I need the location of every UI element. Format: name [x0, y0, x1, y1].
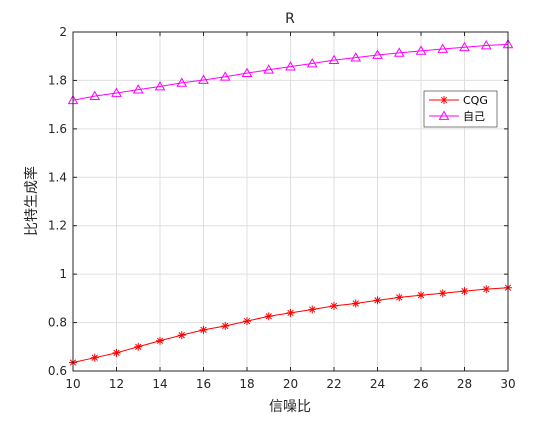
triangle-marker	[372, 49, 383, 59]
y-tick-label: 1.6	[48, 122, 67, 136]
x-tick-label: 22	[326, 377, 341, 391]
asterisk-stroke	[417, 292, 425, 299]
x-axis-title: 信噪比	[269, 399, 311, 415]
asterisk-stroke	[91, 354, 98, 361]
series-0	[69, 283, 512, 367]
asterisk-stroke	[243, 317, 251, 325]
triangle-marker	[459, 41, 470, 52]
asterisk-marker	[351, 299, 360, 308]
asterisk-stroke	[135, 343, 142, 350]
asterisk-marker	[330, 301, 338, 310]
x-tick-label: 24	[370, 377, 385, 391]
asterisk-marker	[286, 308, 295, 317]
triangle-marker	[285, 61, 296, 71]
asterisk-stroke	[330, 302, 338, 310]
asterisk-stroke	[113, 349, 120, 356]
tick-layer: 10 12 14 16 18 20 22 24 26 28 30 0.6 0.8 1 1.2 1.4 1.6 1.…	[48, 25, 516, 391]
x-tick-label: 20	[283, 377, 298, 391]
asterisk-marker	[199, 325, 208, 334]
legend-label: 自己	[463, 110, 485, 123]
triangle-marker	[263, 64, 275, 74]
triangle-marker	[393, 47, 405, 57]
asterisk-marker	[134, 342, 143, 351]
triangle-marker	[306, 57, 318, 68]
asterisk-marker	[440, 96, 448, 104]
y-tick-label: 0.8	[48, 316, 67, 330]
triangle-marker	[111, 87, 122, 97]
asterisk-stroke	[265, 313, 272, 320]
x-tick-label: 14	[152, 377, 167, 391]
asterisk-stroke	[440, 96, 448, 104]
asterisk-marker	[177, 331, 186, 340]
asterisk-stroke	[374, 297, 381, 304]
triangle-marker	[154, 80, 166, 91]
asterisk-stroke	[396, 294, 403, 301]
asterisk-marker	[221, 321, 230, 330]
asterisk-marker	[112, 348, 121, 357]
asterisk-marker	[482, 285, 491, 294]
asterisk-stroke	[439, 290, 446, 297]
x-tick-label: 16	[196, 377, 211, 391]
asterisk-marker	[90, 353, 99, 362]
triangle-marker	[132, 84, 144, 94]
asterisk-marker	[395, 293, 404, 302]
asterisk-marker	[438, 289, 447, 298]
triangle-marker	[437, 43, 449, 53]
asterisk-marker	[156, 336, 164, 345]
y-tick-label: 0.6	[48, 364, 67, 378]
triangle-marker	[176, 77, 188, 87]
triangle-marker	[480, 40, 492, 50]
asterisk-stroke	[222, 322, 229, 330]
triangle-marker	[328, 54, 340, 64]
asterisk-stroke	[309, 306, 316, 313]
triangle-marker	[415, 45, 427, 55]
asterisk-stroke	[352, 300, 359, 307]
triangle-marker	[198, 74, 209, 84]
asterisk-marker	[460, 287, 469, 296]
asterisk-marker	[264, 312, 273, 321]
y-tick-label: 2	[59, 25, 67, 39]
triangle-marker	[241, 67, 253, 78]
y-tick-label: 1.2	[48, 219, 67, 233]
y-axis-title: 比特生成率	[23, 166, 40, 236]
x-tick-label: 18	[239, 377, 254, 391]
series-layer	[67, 38, 514, 367]
asterisk-stroke	[156, 337, 164, 344]
asterisk-marker	[373, 296, 382, 305]
asterisk-stroke	[200, 326, 207, 333]
asterisk-stroke	[287, 309, 294, 317]
asterisk-marker	[417, 291, 425, 300]
y-tick-label: 1.4	[48, 170, 67, 184]
x-tick-label: 30	[500, 377, 515, 391]
series-1	[67, 38, 514, 105]
y-tick-label: 1.8	[48, 73, 67, 87]
triangle-marker	[350, 52, 362, 62]
asterisk-stroke	[178, 332, 185, 339]
legend-label: CQG	[463, 94, 488, 107]
x-tick-label: 10	[65, 377, 80, 391]
triangle-marker	[438, 110, 450, 120]
x-tick-label: 26	[413, 377, 428, 391]
triangle-marker	[219, 71, 231, 81]
legend: CQG 自己	[423, 90, 498, 128]
asterisk-stroke	[461, 287, 468, 295]
legend-box	[423, 90, 498, 128]
triangle-marker	[89, 90, 101, 101]
x-tick-label: 12	[109, 377, 124, 391]
y-tick-label: 1	[59, 267, 67, 281]
asterisk-marker	[243, 317, 251, 326]
chart-title: R	[285, 11, 295, 27]
series-line	[72, 43, 509, 101]
x-tick-label: 28	[457, 377, 472, 391]
asterisk-marker	[308, 305, 317, 314]
asterisk-stroke	[483, 286, 490, 293]
